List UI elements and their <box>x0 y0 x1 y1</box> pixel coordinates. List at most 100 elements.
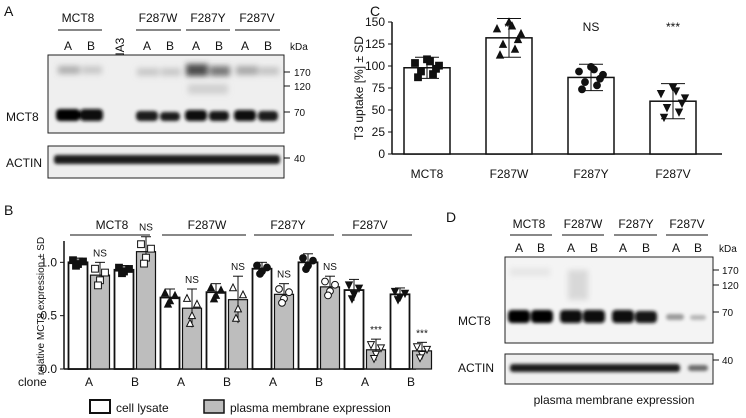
panel-c-point <box>590 65 598 74</box>
panel-b-bar-lysate <box>389 293 411 370</box>
panel-b-ylabel: relative MCT8 expression ± SD <box>36 237 47 375</box>
panel-b-point <box>233 303 243 313</box>
panel-b-clone: B <box>407 375 415 389</box>
panel-c-point <box>507 21 517 30</box>
panel-b-legend-pm: plasma membrane expression <box>230 401 391 415</box>
panel-b-point <box>344 281 354 290</box>
panel-b-point <box>349 291 359 300</box>
panel-b: B relative MCT8 expression ± SD MCT8 F28… <box>4 202 433 415</box>
panel-b-point <box>299 254 307 262</box>
panel-d-smears <box>510 268 588 300</box>
panel-a-kda: kDa <box>290 42 308 53</box>
panel-b-point <box>309 256 317 265</box>
panel-d-lane-1: A <box>515 241 523 255</box>
panel-c-point <box>411 59 419 67</box>
panel-b-legend-swatch-pm <box>203 399 225 414</box>
panel-a-group-f287w: F287W <box>139 11 178 25</box>
panel-b-bar-lysate <box>297 261 319 370</box>
panel-c-significance: NS <box>583 20 600 34</box>
panel-d-group-f287w: F287W <box>564 217 603 231</box>
panel-b-point <box>91 264 99 273</box>
panel-d-lane-2: B <box>537 241 545 255</box>
panel-c-point <box>674 108 684 117</box>
panel-a-group-f287y: F287Y <box>190 11 225 25</box>
panel-c-point <box>495 50 505 59</box>
panel-b-point <box>187 310 197 320</box>
panel-c-point <box>510 44 520 53</box>
panel-b-point <box>137 240 145 249</box>
panel-c-xtick-label: MCT8 <box>411 167 444 181</box>
panel-b-group-mct8: MCT8 <box>96 218 129 232</box>
panel-b-point <box>400 289 410 299</box>
panel-a-lane-8: B <box>264 39 272 53</box>
panel-d-lane-7: A <box>672 241 680 255</box>
panel-b-point <box>412 343 422 352</box>
panel-c-point <box>659 113 669 123</box>
panel-b-bar-lysate <box>113 268 135 370</box>
panel-b-point <box>101 268 109 277</box>
panel-b-point <box>160 288 170 297</box>
panel-c-ytick-label: 25 <box>372 125 386 139</box>
panel-b-group-f287w: F287W <box>188 218 227 232</box>
panel-b-point <box>147 244 155 253</box>
panel-b-point <box>369 355 379 364</box>
panel-c-point <box>581 78 589 86</box>
panel-b-bar-lysate <box>159 296 181 370</box>
panel-b-point <box>366 341 376 350</box>
panel-b-significance: NS <box>185 275 199 286</box>
panel-c-point <box>492 24 502 33</box>
panel-b-point <box>163 299 173 308</box>
panel-b-clone: B <box>315 375 323 389</box>
panel-d: D MCT8 F287W F287Y F287V A B A B A B A B… <box>446 209 739 407</box>
panel-b-point <box>140 259 148 268</box>
panel-c-xtick-label: F287V <box>655 167 690 181</box>
panel-c-ylabel: T3 uptake [%] ± SD <box>352 36 366 140</box>
panel-b-point <box>79 257 87 266</box>
panel-b-point <box>72 261 80 270</box>
panel-c-point <box>426 57 434 66</box>
panel-b-point <box>185 318 195 327</box>
panel-c-point <box>677 99 687 109</box>
panel-b-significance: NS <box>231 262 245 273</box>
panel-b-significance: NS <box>277 270 291 281</box>
panel-c-bar <box>403 67 451 155</box>
panel-c-xtick-label: F287Y <box>573 167 608 181</box>
panel-b-clone: A <box>85 375 93 389</box>
panel-b-point <box>354 284 364 294</box>
panel-a-bands-70 <box>56 109 278 121</box>
panel-c-point <box>414 73 422 82</box>
panel-d-group-mct8: MCT8 <box>513 217 546 231</box>
panel-d-row-mct8: MCT8 <box>458 314 491 328</box>
panel-c-ytick-label: 0 <box>378 147 385 161</box>
panel-b-point <box>192 299 202 308</box>
panel-c: C T3 uptake [%] ± SD 0 25 50 75 100 125 150 MCT… <box>352 3 722 181</box>
panel-a-lane-3: A <box>143 39 151 53</box>
panel-b-point <box>390 287 400 297</box>
panel-b-bar-pm <box>135 251 157 370</box>
panel-b-point <box>347 295 357 304</box>
panel-a-marker-170: 170 <box>294 68 311 79</box>
panel-a-lane-1: A <box>64 39 72 53</box>
panel-b-point <box>275 285 283 293</box>
panel-a-group-f287v: F287V <box>239 11 274 25</box>
panel-b-point <box>182 293 192 302</box>
panel-d-kda: kDa <box>719 244 737 255</box>
panel-a-lane-4: B <box>166 39 174 53</box>
panel-b-point <box>278 298 286 307</box>
panel-d-row-actin: ACTIN <box>458 361 494 375</box>
panel-b-ytick-label: 1.0 <box>40 255 57 269</box>
panel-b-significance: *** <box>416 328 428 339</box>
panel-b-legend-lysate: cell lysate <box>116 401 169 415</box>
panel-b-point <box>231 313 241 322</box>
panel-c-significance: *** <box>666 20 680 34</box>
panel-b-clone: B <box>223 375 231 389</box>
panel-d-bands-70 <box>508 310 706 323</box>
panel-d-lane-8: B <box>694 241 702 255</box>
panel-d-lane-6: B <box>642 241 650 255</box>
panel-c-ytick-label: 125 <box>365 37 385 51</box>
panel-b-point <box>238 289 248 299</box>
panel-d-bands-actin <box>510 364 708 372</box>
panel-c-letter: C <box>370 3 380 19</box>
panel-b-letter: B <box>4 202 13 218</box>
